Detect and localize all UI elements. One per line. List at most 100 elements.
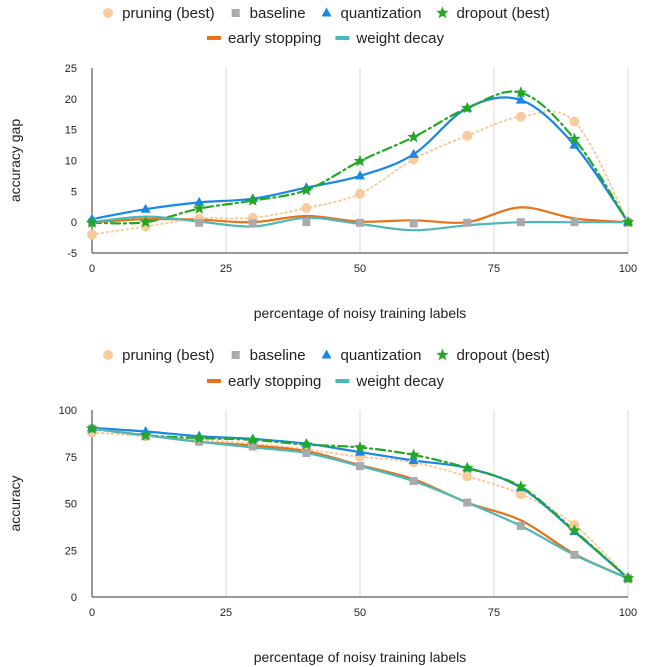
data-point — [407, 448, 420, 461]
x-tick-label: 75 — [488, 263, 500, 275]
legend-swatch — [321, 7, 332, 17]
legend-item: quantization — [321, 347, 422, 364]
data-point — [248, 219, 257, 228]
x-tick-label: 50 — [354, 607, 366, 619]
legend-item: dropout (best) — [436, 5, 550, 22]
data-point — [355, 446, 365, 456]
data-point — [463, 498, 472, 507]
data-point — [570, 550, 579, 559]
data-point — [195, 218, 204, 227]
legend-label: dropout (best) — [456, 5, 549, 22]
data-point — [461, 101, 474, 114]
legend: pruning (best) baseline quantization dropou… — [103, 347, 550, 390]
data-point — [300, 183, 313, 196]
y-axis-title: accuracy gap — [7, 119, 23, 202]
data-point — [516, 218, 525, 227]
legend-label: weight decay — [355, 30, 444, 47]
y-tick-label: 0 — [71, 217, 77, 229]
x-tick-label: 50 — [354, 263, 366, 275]
data-point — [355, 170, 365, 180]
legend-swatch — [207, 379, 221, 383]
data-point — [85, 422, 99, 434]
y-tick-label: 15 — [65, 125, 77, 137]
legend-swatch — [335, 379, 350, 383]
y-tick-label: 20 — [65, 94, 77, 106]
chart-1: -5 0 5 10 15 20 25 0 25 50 75 100 accuracy gap percen… — [7, 5, 637, 321]
y-tick-label: 25 — [65, 545, 77, 557]
x-axis-title: percentage of noisy training labels — [254, 649, 466, 665]
legend-swatch — [207, 36, 221, 40]
data-point — [140, 203, 151, 213]
legend: pruning (best) baseline quantization dropou… — [103, 5, 550, 47]
data-point — [246, 194, 259, 206]
data-point — [356, 462, 364, 471]
data-point — [514, 86, 527, 98]
legend-swatch — [231, 9, 240, 17]
data-point — [353, 154, 367, 167]
legend-item: early stopping — [207, 30, 321, 47]
x-tick-label: 0 — [89, 263, 95, 275]
y-tick-label: 75 — [65, 452, 77, 464]
y-tick-label: 0 — [71, 592, 77, 604]
legend-label: baseline — [250, 5, 306, 22]
data-point — [515, 111, 526, 122]
legend-label: weight decay — [355, 373, 444, 390]
legend-label: dropout (best) — [456, 347, 549, 364]
legend-row: early stopping weight decay — [207, 373, 444, 390]
y-tick-label: 100 — [59, 405, 77, 417]
data-point — [248, 442, 257, 451]
data-point — [195, 437, 204, 446]
x-tick-label: 25 — [220, 607, 232, 619]
x-tick-label: 0 — [89, 607, 95, 619]
legend-label: pruning (best) — [122, 5, 215, 22]
legend-label: quantization — [341, 347, 422, 364]
x-tick-label: 25 — [220, 263, 232, 275]
data-point — [409, 219, 418, 228]
data-point — [515, 489, 526, 500]
legend-item: pruning (best) — [103, 347, 215, 364]
legend-item: weight decay — [335, 30, 444, 47]
data-point — [193, 202, 206, 214]
y-tick-label: 50 — [65, 499, 77, 511]
data-point — [569, 139, 580, 149]
data-point — [570, 218, 579, 227]
legend-row: pruning (best) baseline quantization dropou… — [103, 5, 550, 22]
legend-swatch — [231, 351, 240, 359]
legend-item: quantization — [321, 5, 421, 22]
legend-row: early stopping weight decay — [207, 30, 444, 47]
legend-label: baseline — [250, 347, 306, 364]
data-point — [408, 148, 419, 158]
data-point — [462, 471, 473, 482]
series-line-dropout-best- — [90, 90, 630, 225]
legend-swatch — [103, 350, 114, 360]
data-point — [85, 216, 99, 228]
series-line-quantization — [90, 96, 630, 224]
x-axis-title: percentage of noisy training labels — [254, 305, 466, 321]
data-point — [301, 202, 312, 213]
data-point — [407, 130, 420, 143]
data-point — [408, 454, 419, 464]
data-point — [515, 94, 526, 104]
x-tick-label: 75 — [488, 607, 500, 619]
legend-label: early stopping — [228, 373, 321, 390]
data-point — [139, 215, 152, 228]
data-point — [461, 461, 474, 474]
data-point — [194, 196, 205, 206]
data-point — [302, 449, 311, 458]
data-point — [355, 188, 365, 199]
data-point — [568, 524, 581, 536]
legend-swatch — [103, 8, 114, 18]
legend-swatch — [436, 348, 449, 361]
data-point — [356, 218, 364, 227]
legend-item: baseline — [231, 347, 306, 364]
legend-item: dropout (best) — [436, 347, 550, 364]
legend-swatch — [335, 36, 350, 40]
y-axis-title: accuracy — [7, 475, 23, 531]
data-point — [409, 477, 418, 486]
y-tick-label: -5 — [67, 248, 77, 260]
y-tick-label: 10 — [65, 156, 77, 168]
x-tick-label: 100 — [619, 607, 637, 619]
x-tick-label: 100 — [619, 263, 637, 275]
